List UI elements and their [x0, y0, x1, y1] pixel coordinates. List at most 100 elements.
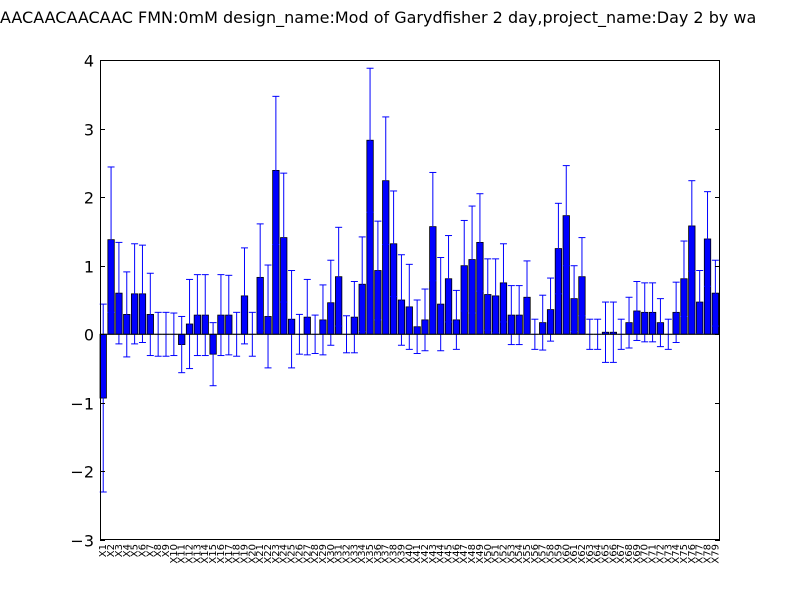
x-tick-label: X64 — [593, 544, 604, 564]
x-tick-label: X53 — [506, 544, 517, 564]
error-bar — [696, 270, 704, 335]
x-tick-label: X49 — [475, 544, 486, 564]
x-tick-label: X13 — [192, 544, 203, 564]
x-tick-label: X2 — [106, 544, 117, 557]
x-tick-label: X65 — [600, 544, 611, 564]
x-tick-label: X34 — [357, 544, 368, 564]
error-bar — [476, 193, 484, 292]
x-tick-label: X67 — [616, 544, 627, 564]
x-tick-label: X52 — [498, 544, 509, 564]
error-bar — [492, 258, 500, 334]
x-tick-label: X66 — [608, 544, 619, 564]
error-bar — [562, 165, 570, 267]
error-bar — [335, 226, 343, 327]
error-bar — [280, 172, 288, 303]
error-bar — [547, 277, 555, 342]
error-bar — [704, 191, 712, 287]
x-tick-label: X7 — [145, 544, 156, 557]
x-tick-label: X26 — [294, 544, 305, 564]
error-bar — [672, 281, 680, 344]
error-bar — [131, 243, 139, 345]
x-tick-label: X17 — [224, 544, 235, 564]
error-bar — [264, 264, 272, 369]
error-bar — [405, 263, 413, 350]
x-tick-label: X18 — [232, 544, 243, 564]
x-tick-label: X37 — [381, 544, 392, 564]
error-bar — [460, 219, 468, 312]
x-tick-label: X61 — [569, 544, 580, 564]
x-tick-label: X48 — [467, 544, 478, 564]
x-tick-label: X46 — [451, 544, 462, 564]
x-tick-label: X21 — [255, 544, 266, 564]
error-bar — [413, 299, 421, 354]
error-bar — [390, 190, 398, 298]
x-tick-label: X63 — [585, 544, 596, 564]
x-tick-label: X12 — [185, 544, 196, 564]
x-tick-label: X6 — [137, 544, 148, 557]
x-tick-label: X31 — [334, 544, 345, 564]
error-bar — [633, 280, 641, 341]
x-tick-label: X41 — [412, 544, 423, 564]
y-tick-label: −1 — [70, 395, 94, 414]
x-tick-label: X39 — [396, 544, 407, 564]
error-bar — [554, 202, 562, 295]
x-tick-label: X11 — [177, 544, 188, 564]
error-bar — [468, 205, 476, 314]
x-tick-label: X40 — [404, 544, 415, 564]
x-tick-label: X28 — [310, 544, 321, 564]
x-axis: X1X2X3X4X5X6X7X8X9X10X11X12X13X14X15X16X… — [98, 544, 721, 564]
chart-title: AACAACAACAAC FMN:0mM design_name:Mod of … — [0, 8, 757, 27]
error-bar — [217, 274, 225, 357]
x-tick-label: X62 — [577, 544, 588, 564]
x-tick-label: X45 — [444, 544, 455, 564]
x-tick-label: X57 — [538, 544, 549, 564]
y-tick-label: 4 — [84, 52, 94, 71]
x-tick-label: X58 — [546, 544, 557, 564]
x-tick-label: X14 — [200, 544, 211, 564]
error-bar — [452, 289, 460, 350]
x-tick-label: X70 — [640, 544, 651, 564]
x-tick-label: X44 — [436, 544, 447, 564]
error-bar — [625, 296, 633, 349]
x-tick-label: X56 — [530, 544, 541, 564]
x-tick-label: X5 — [130, 544, 141, 557]
error-bar — [484, 258, 492, 331]
error-bar — [201, 274, 209, 357]
x-tick-label: X4 — [122, 544, 133, 557]
error-bar — [319, 284, 327, 356]
x-tick-label: X51 — [491, 544, 502, 564]
error-bar — [570, 265, 578, 333]
x-tick-label: X25 — [287, 544, 298, 564]
x-tick-label: X60 — [561, 544, 572, 564]
errorbars-group — [99, 67, 719, 493]
x-tick-label: X20 — [247, 544, 258, 564]
x-tick-label: X15 — [208, 544, 219, 564]
error-bar — [178, 315, 186, 374]
y-tick-label: 2 — [84, 189, 94, 208]
x-tick-label: X30 — [326, 544, 337, 564]
error-bar — [107, 166, 115, 313]
error-bar — [649, 282, 657, 343]
y-tick-label: −3 — [70, 532, 94, 551]
error-bar — [256, 223, 264, 332]
error-bar — [578, 237, 586, 317]
x-tick-label: X35 — [365, 544, 376, 564]
x-tick-label: X47 — [459, 544, 470, 564]
x-tick-label: X10 — [169, 544, 180, 564]
error-bar — [366, 67, 374, 213]
error-bar — [656, 298, 664, 348]
x-tick-label: X36 — [373, 544, 384, 564]
x-tick-label: X76 — [687, 544, 698, 564]
x-tick-label: X1 — [98, 544, 109, 557]
x-tick-label: X54 — [514, 544, 525, 564]
x-tick-label: X24 — [279, 544, 290, 564]
error-bar — [382, 116, 390, 245]
y-tick-label: −2 — [70, 463, 94, 482]
error-bar — [499, 243, 507, 323]
error-bar — [358, 236, 366, 333]
x-tick-label: X74 — [671, 544, 682, 564]
error-bar — [193, 274, 201, 357]
x-tick-label: X22 — [263, 544, 274, 564]
x-tick-label: X8 — [153, 544, 164, 557]
x-tick-label: X16 — [216, 544, 227, 564]
